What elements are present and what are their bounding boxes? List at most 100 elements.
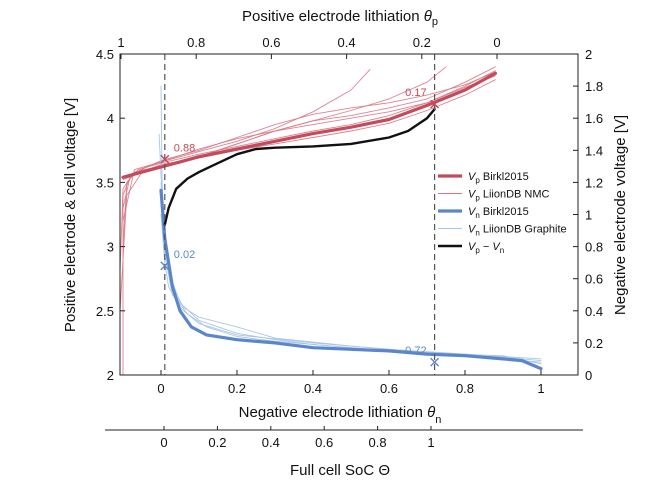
ticks-soc-tick-3: 0.4 [262, 426, 280, 450]
annotation-marker [160, 154, 170, 164]
tick-label: 0.8 [585, 240, 603, 255]
ticks-left-tick-6: 4.5 [96, 47, 125, 62]
right-axis-ticks: 0 0.2 0.4 0.6 0.8 1 1.2 1.4 1.6 1.8 2 [573, 47, 603, 383]
ticks-bottom-tick-6: 1 [537, 370, 545, 396]
top-axis-title: Positive electrode lithiation θp [242, 8, 438, 28]
vp-vn-line [163, 107, 436, 227]
soc-axis-ticks: 0 0.2 0.4 0.6 0.8 1 [160, 426, 435, 450]
tick-label: 0.4 [304, 381, 322, 396]
legend-label: Vp − Vn [468, 241, 504, 255]
ticks-right-tick-9: 1.6 [573, 111, 603, 126]
bottom-axis-title-sub: n [435, 414, 441, 426]
ticks-left-tick-2: 2.5 [96, 304, 125, 319]
tick-label: 0.6 [380, 381, 398, 396]
ticks-bottom-tick-5: 0.8 [456, 370, 474, 396]
legend-text: LiionDB NMC [480, 189, 550, 201]
vn-birkl2015-line [159, 188, 543, 371]
legend-subscript-2: n [500, 246, 504, 255]
tick-label: 0 [160, 435, 167, 450]
tick-label: 0.8 [456, 381, 474, 396]
top-axis-ticks: 1 0.8 0.6 0.4 0.2 0 [117, 35, 501, 59]
ticks-soc-tick-5: 0.8 [369, 426, 387, 450]
ticks-right-tick-5: 0.8 [573, 240, 603, 255]
annotation-marker [430, 99, 440, 109]
annotation-label: 0.72 [405, 345, 426, 357]
tick-label: 4.5 [96, 47, 114, 62]
legend-subscript: p [475, 246, 480, 255]
tick-label: 0.6 [262, 35, 280, 50]
bottom-axis-ticks: 0 0.2 0.4 0.6 0.8 1 [157, 370, 545, 396]
left-axis-title: Positive electrode & cell voltage [V] [62, 98, 79, 332]
soc-axis-title: Full cell SoC Θ [290, 462, 390, 479]
tick-label: 2.5 [96, 304, 114, 319]
vn-liiondb-graphite-curve-4 [160, 214, 542, 360]
tick-label: 0.2 [413, 35, 431, 50]
tick-label: 0.2 [585, 336, 603, 351]
ticks-soc-tick-6: 1 [427, 426, 435, 450]
tick-label: 0.2 [208, 435, 226, 450]
tick-label: 3.5 [96, 175, 114, 190]
tick-label: 0.8 [187, 35, 205, 50]
tick-label: 0.4 [338, 35, 356, 50]
ticks-right-tick-11: 2 [573, 47, 592, 62]
top-axis-title-symbol: θ [424, 8, 432, 25]
ticks-top-tick-2: 0.8 [187, 35, 205, 59]
plot-area: 0.88 0.17 0.02 0.72 [119, 54, 543, 376]
annotation-1: 0.88 [160, 142, 195, 164]
ticks-top-tick-6: 0 [493, 35, 501, 59]
ticks-soc-tick-4: 0.6 [315, 426, 333, 450]
ticks-soc-tick-1: 0 [160, 426, 168, 450]
annotation-label: 0.02 [174, 249, 195, 261]
vp-liiondb-nmc-curve-4 [122, 75, 496, 222]
tick-label: 2 [107, 368, 114, 383]
tick-label: 1.8 [585, 79, 603, 94]
bottom-axis-title-main: Negative electrode lithiation [239, 404, 427, 421]
annotation-label: 0.17 [405, 87, 426, 99]
tick-label: 3 [107, 240, 114, 255]
tick-label: 1 [427, 435, 434, 450]
ticks-bottom-tick-1: 0 [157, 370, 165, 396]
annotation-3: 0.02 [160, 249, 195, 271]
legend-subscript: n [475, 211, 479, 220]
bottom-axis-title: Negative electrode lithiation θn [239, 404, 442, 426]
ticks-left-tick-3: 3 [107, 240, 125, 255]
legend-label: Vp LiionDB NMC [468, 189, 550, 203]
ticks-right-tick-4: 0.6 [573, 272, 603, 287]
tick-label: 0.4 [585, 304, 603, 319]
tick-label: 0 [157, 381, 164, 396]
left-axis-ticks: 2 2.5 3 3.5 4 4.5 [96, 47, 125, 383]
ticks-right-tick-3: 0.4 [573, 304, 603, 319]
ticks-bottom-tick-3: 0.4 [304, 370, 322, 396]
annotation-marker [160, 261, 170, 271]
legend-text: Birkl2015 [480, 206, 529, 218]
legend-subscript: n [475, 229, 479, 238]
legend-entry-2: Vp LiionDB NMC [438, 189, 550, 203]
annotation-label: 0.88 [174, 142, 195, 154]
tick-label: 4 [107, 111, 114, 126]
right-axis-title: Negative electrode voltage [V] [612, 115, 629, 315]
tick-label: 1 [585, 208, 592, 223]
ticks-soc-tick-2: 0.2 [208, 426, 226, 450]
ticks-bottom-tick-4: 0.6 [380, 370, 398, 396]
ticks-right-tick-1: 0 [573, 368, 592, 383]
legend-subscript: p [475, 194, 480, 203]
ticks-right-tick-10: 1.8 [573, 79, 603, 94]
tick-label: 0.4 [262, 435, 280, 450]
vp-birkl2015-line [121, 71, 497, 179]
tick-label: 0 [493, 35, 500, 50]
ticks-bottom-tick-2: 0.2 [228, 370, 246, 396]
legend-symbol-2: V [492, 241, 501, 253]
legend-entry-4: Vn LiionDB Graphite [438, 224, 567, 238]
tick-label: 2 [585, 47, 592, 62]
top-axis-title-main: Positive electrode lithiation [242, 8, 424, 25]
legend-label: Vp Birkl2015 [468, 171, 529, 185]
legend-entry-1: Vp Birkl2015 [438, 171, 529, 185]
vp-liiondb-nmc-curve-6 [122, 71, 496, 209]
legend-symbol: V [468, 241, 477, 253]
ticks-top-tick-3: 0.6 [262, 35, 280, 59]
legend-symbol: V [468, 171, 477, 183]
tick-label: 0.6 [315, 435, 333, 450]
tick-label: 0.2 [228, 381, 246, 396]
tick-label: 1.2 [585, 175, 603, 190]
